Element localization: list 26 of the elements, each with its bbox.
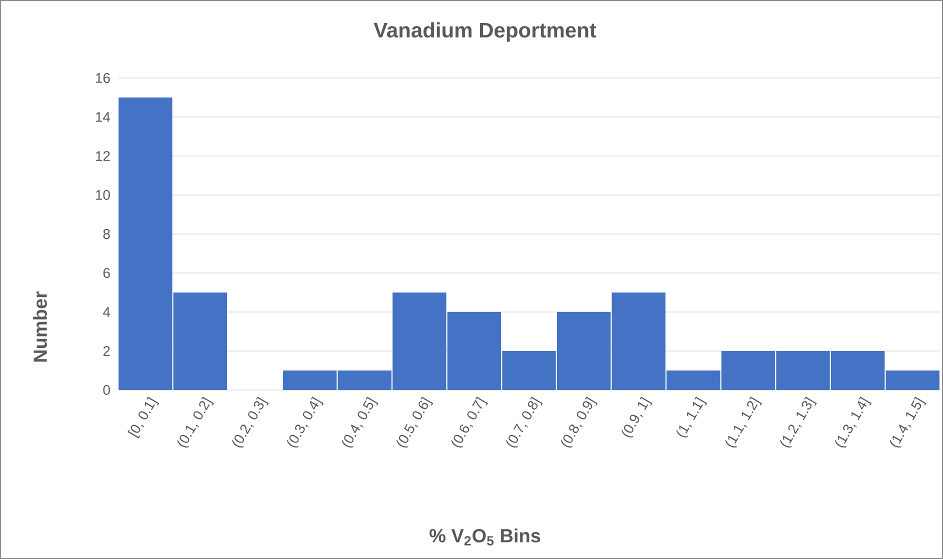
x-tick-label: (1, 1.1] <box>676 396 708 438</box>
x-tick-label: (0.8, 0.9] <box>560 396 598 448</box>
y-tick-label: 14 <box>96 112 110 122</box>
x-tick-label: (0.1, 0.2] <box>177 396 214 448</box>
x-tick-label: (0.2, 0.3] <box>232 396 269 448</box>
y-tick-label: 8 <box>103 229 110 239</box>
x-tick-label: (0.5, 0.6] <box>396 396 434 448</box>
y-axis-title: Number <box>33 291 47 362</box>
x-tick-label: (1.2, 1.3] <box>780 396 817 448</box>
x-tick-label: (0.3, 0.4] <box>286 396 324 448</box>
y-tick-label: 0 <box>103 385 110 395</box>
x-tick-label: (1.4, 1.5] <box>890 396 926 448</box>
x-tick-label: (0.6, 0.7] <box>451 396 488 448</box>
chart-title: Vanadium Deportment <box>374 22 596 42</box>
x-tick-label: [0, 0.1] <box>128 396 160 439</box>
y-tick-label: 2 <box>103 346 110 356</box>
y-tick-label: 10 <box>96 190 110 200</box>
x-axis-title: % V$_{2}$O$_{5}$ Bins <box>430 528 540 546</box>
x-tick-label: (1.1, 1.2] <box>725 396 762 448</box>
y-tick-label: 4 <box>103 307 110 317</box>
y-tick-label: 12 <box>96 151 110 161</box>
x-tick-label: (0.9, 1] <box>622 396 652 438</box>
y-tick-label: 6 <box>103 268 110 278</box>
x-tick-label: (0.4, 0.5] <box>342 396 378 448</box>
y-tick-label: 16 <box>96 73 110 83</box>
x-tick-label: (1.3, 1.4] <box>834 396 872 448</box>
